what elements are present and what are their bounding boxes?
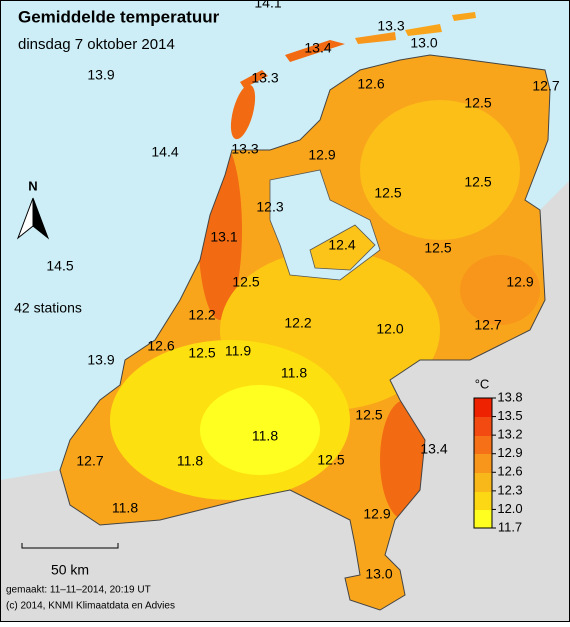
station-value: 12.5 [464,95,491,111]
legend-tick-label: 12.3 [497,482,522,497]
station-value: 11.8 [112,500,138,516]
subtitle: dinsdag 7 oktober 2014 [18,36,175,53]
station-value: 12.9 [506,274,533,290]
station-value: 13.9 [87,67,114,83]
footer-line: gemaakt: 11–11–2014, 20:19 UT [6,585,151,596]
station-value: 13.4 [304,40,331,56]
scale-label: 50 km [51,562,89,578]
flevoland [309,224,376,271]
station-value: 13.4 [420,441,447,457]
station-value: 13.3 [251,70,278,86]
island [452,12,476,21]
scale-bar: 50 km [21,543,119,578]
station-value: 14.5 [46,258,73,274]
station-value: 12.5 [374,185,401,201]
station-value: 12.9 [308,147,335,163]
station-value: 12.5 [232,274,259,290]
station-value: 12.7 [532,78,559,94]
station-value: 11.8 [177,453,203,469]
station-value: 12.5 [355,407,382,423]
station-value: 12.5 [317,452,344,468]
station-value: 12.6 [357,76,384,92]
station-value: 12.5 [188,345,215,361]
station-value: 13.0 [365,566,392,582]
footer-line: (c) 2014, KNMI Klimaatdata en Advies [6,601,175,612]
station-count: 42 stations [14,300,82,316]
station-value: 13.0 [410,35,437,51]
station-value: 12.6 [147,338,174,354]
station-value: 12.3 [256,199,283,215]
north-label: N [28,178,37,193]
station-value: 14.1 [254,0,281,11]
legend-tick-label: 13.5 [497,408,522,423]
station-value: 11.8 [252,428,278,444]
island [405,24,442,36]
station-value: 12.5 [464,174,491,190]
legend-tick-label: 11.7 [498,519,522,534]
station-value: 11.9 [225,343,251,359]
island [240,70,268,88]
station-value: 14.4 [151,144,178,160]
island [285,40,345,62]
station-value: 12.7 [76,453,103,469]
neighbour-land [0,180,570,622]
north-arrow: N [16,178,50,240]
island [355,32,396,44]
legend-tick-label: 12.9 [497,445,522,460]
station-value: 12.0 [376,321,403,337]
station-value: 13.3 [231,141,258,157]
station-value: 13.3 [377,18,404,34]
station-value: 12.5 [424,240,451,256]
station-value: 12.7 [474,317,501,333]
legend: °C 13.8 13.5 13.2 12.9 12.6 12.3 12.0 11.7 [473,376,523,534]
title: Gemiddelde temperatuur [18,7,220,26]
legend-tick-label: 12.6 [497,464,522,479]
station-value: 12.2 [188,307,215,323]
legend-tick-label: 13.2 [497,427,522,442]
station-value: 13.1 [210,229,237,245]
station-value: 12.4 [328,237,355,253]
island [230,84,256,140]
station-value: 12.9 [363,506,390,522]
legend-tick-label: 13.8 [497,389,522,404]
station-value: 11.8 [281,365,307,381]
station-value: 12.2 [284,315,311,331]
legend-tick-label: 12.0 [497,501,522,516]
station-value: 13.9 [87,352,114,368]
legend-unit: °C [475,376,490,391]
